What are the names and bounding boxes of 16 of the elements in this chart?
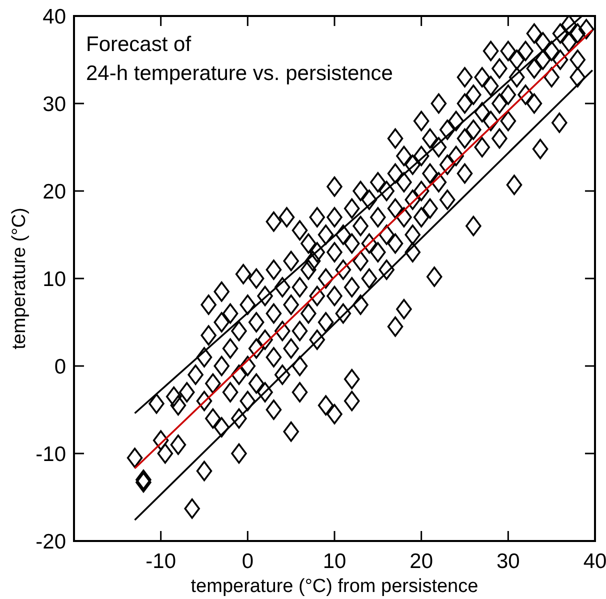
y-tick-label: 10 — [42, 268, 66, 291]
x-tick-label: 40 — [583, 550, 606, 573]
x-tick-label: -10 — [146, 550, 176, 573]
text: Forecast of 24-h temperature vs. persistence — [86, 33, 393, 85]
x-tick-label: 20 — [410, 550, 434, 573]
y-tick-label: 30 — [42, 92, 66, 116]
x-axis-title: temperature (°C) from persistence — [190, 576, 478, 597]
x-tick-label: 10 — [322, 550, 346, 573]
x-tick-label: 30 — [496, 550, 520, 573]
y-tick-label: -20 — [36, 530, 66, 554]
y-tick-label: 0 — [54, 355, 66, 378]
y-axis-title: temperature (°C) — [9, 208, 30, 350]
y-tick-label: 40 — [42, 5, 66, 28]
y-tick-label: -10 — [36, 442, 66, 466]
x-tick-label: 0 — [242, 550, 254, 573]
y-tick-label: 20 — [42, 180, 66, 204]
